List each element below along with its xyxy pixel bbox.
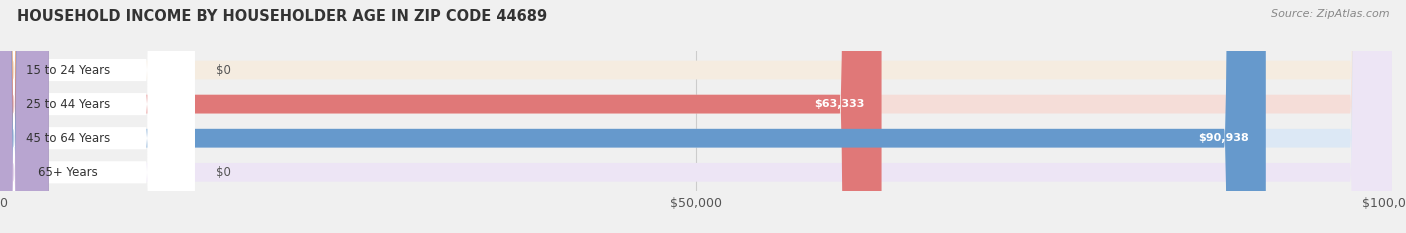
FancyBboxPatch shape (0, 0, 882, 233)
FancyBboxPatch shape (0, 0, 1265, 233)
Text: HOUSEHOLD INCOME BY HOUSEHOLDER AGE IN ZIP CODE 44689: HOUSEHOLD INCOME BY HOUSEHOLDER AGE IN Z… (17, 9, 547, 24)
FancyBboxPatch shape (0, 0, 195, 233)
Text: $0: $0 (215, 64, 231, 76)
Text: 15 to 24 Years: 15 to 24 Years (27, 64, 110, 76)
Text: 65+ Years: 65+ Years (38, 166, 98, 179)
FancyBboxPatch shape (0, 0, 49, 233)
FancyBboxPatch shape (0, 0, 195, 233)
FancyBboxPatch shape (0, 0, 195, 233)
FancyBboxPatch shape (0, 0, 49, 233)
FancyBboxPatch shape (0, 0, 49, 233)
FancyBboxPatch shape (0, 0, 195, 233)
Text: $63,333: $63,333 (814, 99, 865, 109)
Text: 25 to 44 Years: 25 to 44 Years (27, 98, 110, 111)
Text: Source: ZipAtlas.com: Source: ZipAtlas.com (1271, 9, 1389, 19)
Text: 45 to 64 Years: 45 to 64 Years (27, 132, 110, 145)
Text: $90,938: $90,938 (1198, 133, 1249, 143)
Text: $0: $0 (215, 166, 231, 179)
FancyBboxPatch shape (0, 0, 49, 233)
